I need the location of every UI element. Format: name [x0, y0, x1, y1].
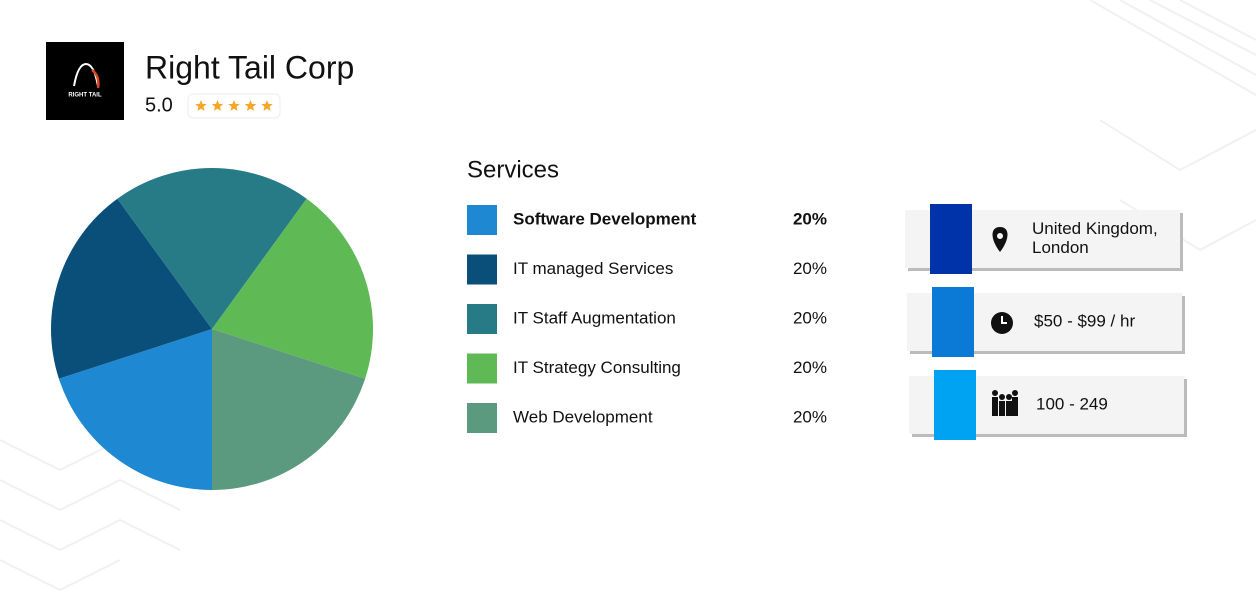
legend-swatch — [467, 254, 497, 285]
people-icon — [1006, 394, 1012, 400]
pie-slice — [117, 168, 307, 329]
people-icon — [992, 390, 998, 396]
star — [244, 100, 257, 111]
people-icon — [1012, 397, 1018, 416]
company-name: Right Tail Corp — [145, 49, 354, 85]
people-icon — [999, 394, 1005, 400]
star — [195, 100, 207, 111]
pie — [50, 168, 373, 490]
logo-accent — [91, 69, 100, 89]
legend-value: 20% — [793, 308, 827, 327]
legend-swatch — [467, 353, 497, 384]
legend-swatch — [467, 304, 497, 334]
people-icon — [999, 401, 1005, 416]
info-cards: United Kingdom,London $50 - $99 / hr 100 -… — [905, 204, 1187, 440]
pie-slice — [58, 329, 213, 490]
clock-hands — [1001, 316, 1007, 324]
legend-label: IT managed Services — [513, 259, 673, 278]
people-icon — [992, 397, 998, 416]
pie-slice — [50, 198, 213, 379]
card-ribbon — [934, 370, 976, 440]
pie-slice — [212, 198, 373, 379]
info-text: London — [1032, 238, 1089, 257]
legend-label: IT Staff Augmentation — [513, 308, 676, 327]
info-text: United Kingdom, — [1032, 219, 1158, 238]
legend-value: 20% — [793, 358, 827, 377]
legend-label: Web Development — [513, 407, 653, 426]
legend-value: 20% — [793, 407, 827, 426]
legend-value: 20% — [793, 259, 827, 278]
star — [261, 100, 273, 111]
star — [211, 100, 224, 111]
location-icon — [992, 227, 1008, 252]
card-ribbon — [932, 287, 974, 357]
pie-slice — [212, 329, 366, 490]
legend-value: 20% — [793, 209, 827, 228]
legend-title: Services — [467, 156, 559, 183]
legend: Software Development 20% IT managed Servic… — [467, 205, 827, 433]
logo — [46, 42, 124, 120]
logo-text: RIGHT TAIL — [68, 93, 102, 99]
stars — [195, 100, 273, 111]
legend-swatch — [467, 205, 497, 235]
star — [228, 100, 240, 111]
card-ribbon — [930, 204, 972, 274]
people-icon — [1012, 390, 1018, 396]
people-icon — [1006, 401, 1012, 416]
rating: 5.0 — [145, 94, 173, 116]
legend-label: IT Strategy Consulting — [513, 358, 681, 377]
info-text: 100 - 249 — [1036, 394, 1108, 413]
legend-label: Software Development — [513, 209, 697, 228]
legend-swatch — [467, 403, 497, 433]
info-text: $50 - $99 / hr — [1034, 311, 1135, 330]
